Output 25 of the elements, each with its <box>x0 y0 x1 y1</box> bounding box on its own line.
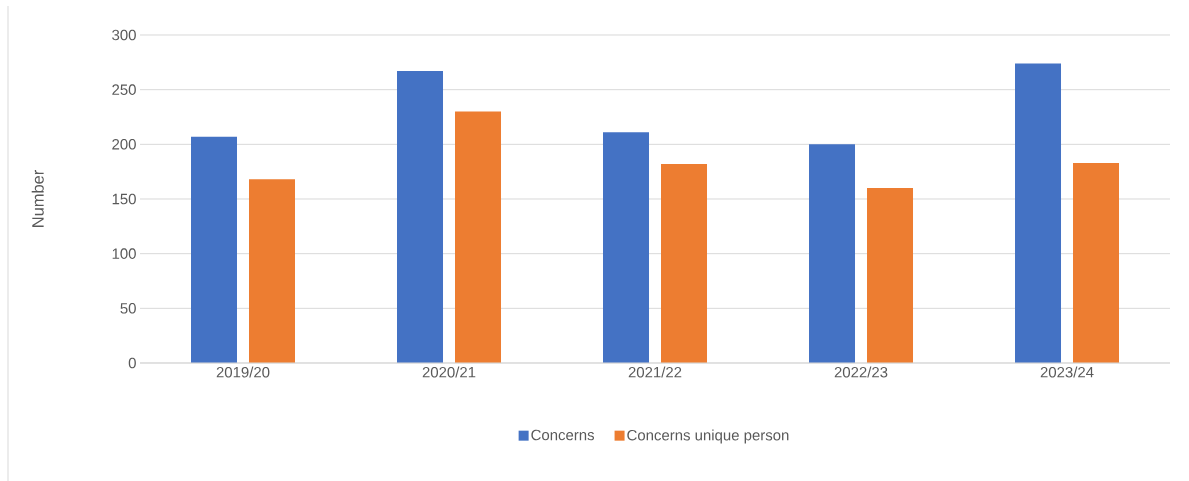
y-tick-label: 250 <box>112 84 136 95</box>
bar <box>249 179 295 363</box>
bar <box>1015 63 1062 363</box>
bar <box>191 136 237 363</box>
legend-label: Concerns <box>531 429 595 441</box>
y-tick-label: 50 <box>120 303 136 314</box>
x-tick-label: 2019/20 <box>216 366 270 378</box>
x-tick-label: 2023/24 <box>1040 366 1094 378</box>
bar <box>809 144 856 363</box>
bar <box>397 71 443 363</box>
x-tick-label: 2020/21 <box>422 366 476 378</box>
x-tick-label: 2022/23 <box>834 366 888 378</box>
bar <box>867 188 914 363</box>
y-tick-label: 300 <box>112 29 136 41</box>
y-tick-label: 100 <box>112 248 136 259</box>
y-tick-label: 150 <box>112 193 136 205</box>
bar <box>1073 162 1120 363</box>
x-tick-label: 2021/22 <box>628 366 682 378</box>
legend-label: Concerns unique person <box>627 429 789 444</box>
y-tick-label: 0 <box>128 357 136 369</box>
y-tick-label: 200 <box>112 139 136 150</box>
bar <box>603 132 649 363</box>
bar <box>455 111 501 363</box>
y-axis-title: Number <box>31 170 44 227</box>
bar <box>661 164 707 363</box>
